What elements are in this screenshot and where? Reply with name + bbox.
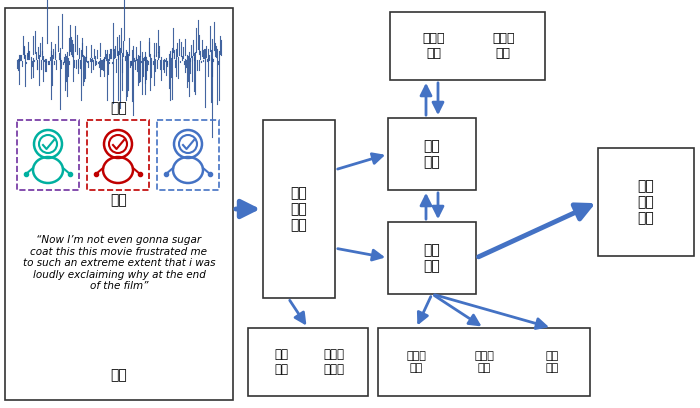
Text: 模态内
交互: 模态内 交互 bbox=[422, 32, 444, 60]
Text: 语音: 语音 bbox=[111, 101, 127, 115]
Text: 情感
分析
理解: 情感 分析 理解 bbox=[638, 179, 655, 225]
Bar bbox=[390, 12, 545, 80]
Text: 混合
融合: 混合 融合 bbox=[545, 351, 559, 373]
Bar bbox=[388, 118, 476, 190]
Text: 模态间
交互: 模态间 交互 bbox=[492, 32, 514, 60]
Bar bbox=[248, 328, 368, 396]
Bar bbox=[263, 120, 335, 298]
Bar bbox=[388, 222, 476, 294]
Bar bbox=[17, 120, 79, 190]
Text: “Now I’m not even gonna sugar
coat this this movie frustrated me
to such an extr: “Now I’m not even gonna sugar coat this … bbox=[22, 235, 216, 291]
Text: 图像: 图像 bbox=[111, 193, 127, 207]
Text: 传统
方法: 传统 方法 bbox=[274, 348, 288, 376]
Text: 深度学
习方法: 深度学 习方法 bbox=[324, 348, 345, 376]
Bar bbox=[87, 120, 149, 190]
Text: 特征
交互: 特征 交互 bbox=[424, 139, 440, 169]
Text: 决策级
融合: 决策级 融合 bbox=[474, 351, 494, 373]
Bar bbox=[157, 120, 219, 190]
Bar bbox=[5, 8, 233, 400]
Bar bbox=[598, 148, 694, 256]
Text: 特征
融合: 特征 融合 bbox=[424, 243, 440, 273]
Bar bbox=[378, 328, 590, 396]
Text: 特征级
融合: 特征级 融合 bbox=[406, 351, 426, 373]
Text: 文本: 文本 bbox=[111, 368, 127, 382]
Text: 情感
特征
提取: 情感 特征 提取 bbox=[290, 186, 307, 232]
